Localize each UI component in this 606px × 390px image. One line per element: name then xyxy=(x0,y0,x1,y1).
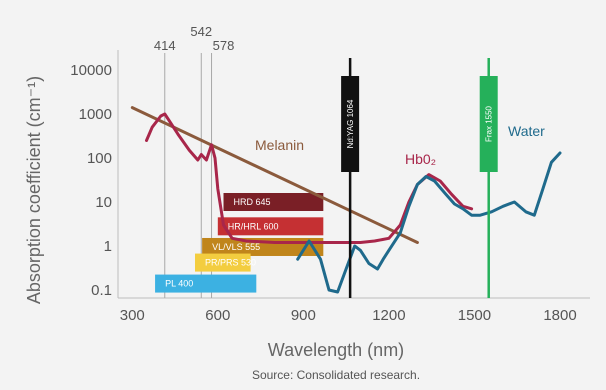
series-label: Melanin xyxy=(255,137,304,153)
y-axis-label: Absorption coefficient (cm⁻¹) xyxy=(24,76,44,304)
treatment-bar xyxy=(194,253,251,272)
laser-label: Nd:YAG 1064 xyxy=(346,99,355,148)
x-tick-label: 900 xyxy=(291,307,316,324)
series-line xyxy=(296,151,562,294)
source-note: Source: Consolidated research. xyxy=(252,368,420,382)
x-tick-label: 600 xyxy=(205,307,230,324)
laser-band xyxy=(479,76,498,172)
laser-markers: Nd:YAG 1064 Frax 1550 xyxy=(341,58,498,298)
laser-band xyxy=(341,76,360,172)
y-tick-label: 1 xyxy=(104,238,112,255)
reference-line-label: 578 xyxy=(213,38,235,53)
y-tick-label: 0.1 xyxy=(91,282,112,299)
x-tick-label: 300 xyxy=(120,307,145,324)
treatment-bar-label: VL/VLS 555 xyxy=(212,242,260,252)
series-label: Hb0₂ xyxy=(405,151,436,167)
x-tick-label: 1200 xyxy=(372,307,405,324)
treatment-bar-label: PL 400 xyxy=(165,279,193,289)
x-tick-label: 1500 xyxy=(458,307,491,324)
y-tick-label: 100 xyxy=(87,150,112,167)
reference-line-label: 542 xyxy=(190,24,212,39)
treatment-bar xyxy=(217,217,324,236)
series-lines: Melanin Hb0₂ Water xyxy=(130,106,562,294)
treatment-bar-label: HR/HRL 600 xyxy=(228,221,279,231)
chart-labels: Absorption coefficient (cm⁻¹) Wavelength… xyxy=(24,76,420,382)
laser-label: Frax 1550 xyxy=(485,105,494,142)
treatment-bar-label: HRD 645 xyxy=(234,197,271,207)
y-tick-label: 1000 xyxy=(79,106,112,123)
treatment-bar xyxy=(155,274,257,293)
x-tick-label: 1800 xyxy=(543,307,576,324)
treatment-bar xyxy=(223,193,324,211)
y-tick-label: 10000 xyxy=(70,62,112,79)
reference-line-label: 414 xyxy=(154,38,176,53)
series-label: Water xyxy=(508,123,545,139)
treatment-bar-label: PR/PRS 530 xyxy=(205,258,256,268)
x-axis-label: Wavelength (nm) xyxy=(268,340,404,360)
y-tick-label: 10 xyxy=(95,194,112,211)
series-line xyxy=(130,106,419,244)
axes: 10000 1000 100 10 1 0.1 300 600 900 1200 1500 1800 xyxy=(70,50,590,324)
